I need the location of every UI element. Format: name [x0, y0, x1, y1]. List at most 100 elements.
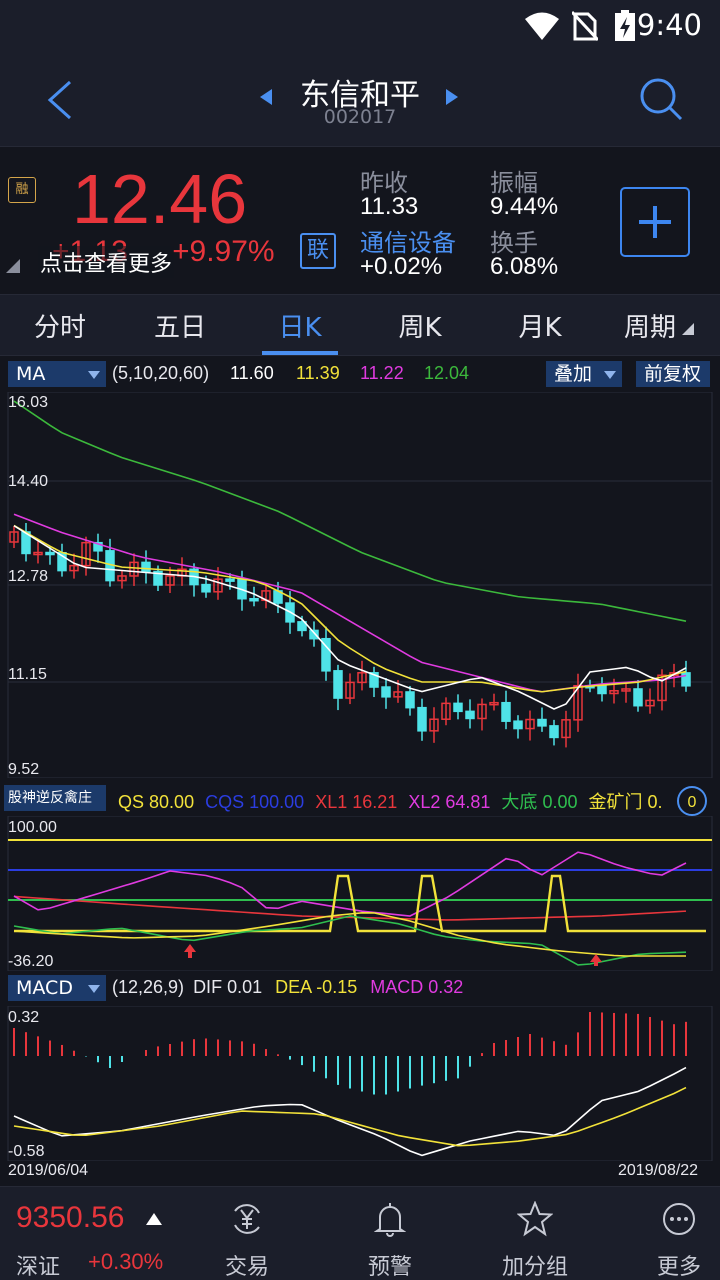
- price-axis-2: 14.40: [8, 473, 48, 490]
- candle-body: [681, 672, 691, 687]
- price-axis-top: 16.03: [8, 394, 48, 411]
- dea-line: [13, 1086, 687, 1147]
- chevron-down-icon: [88, 985, 100, 993]
- turnover-label: 换手: [490, 229, 538, 257]
- macd-axis-bottom: -0.58: [8, 1143, 45, 1160]
- tab-daily-k[interactable]: 日K: [278, 313, 322, 343]
- prev-close-value: 11.33: [360, 193, 419, 220]
- xl1-value: 16.21: [352, 792, 398, 812]
- candle-body: [609, 689, 619, 695]
- overlay-select[interactable]: 叠加: [546, 361, 622, 387]
- price-axis-4: 11.15: [8, 666, 47, 683]
- indicator-chart[interactable]: 100.00 -36.20: [0, 816, 720, 971]
- candle-body: [453, 702, 463, 713]
- dadi-label: 大底: [501, 792, 538, 812]
- indicator-select[interactable]: 股神逆反禽庄: [4, 785, 106, 811]
- stock-name: 东信和平: [300, 78, 420, 113]
- app-header: 东信和平 002017: [0, 54, 720, 146]
- no-sim-icon: [572, 10, 598, 42]
- kline-chart[interactable]: 16.03 14.40 12.78 11.15 9.52: [0, 392, 720, 778]
- candle-body: [309, 629, 319, 640]
- candle-body: [417, 706, 427, 732]
- macd-chart[interactable]: 0.32 -0.58: [0, 1006, 720, 1161]
- add-watchlist-button[interactable]: [620, 187, 690, 257]
- back-icon[interactable]: [46, 80, 74, 120]
- ma10-value: 11.39: [296, 363, 340, 383]
- tab-monthly-k[interactable]: 月K: [518, 313, 562, 343]
- buy-arrow-icon: [590, 954, 602, 966]
- macd-value: 0.32: [428, 977, 464, 997]
- price-axis-bottom: 9.52: [8, 761, 39, 778]
- macd-select[interactable]: MACD: [8, 975, 106, 1001]
- overlay-label: 叠加: [554, 363, 593, 385]
- index-widget[interactable]: 9350.56 深证 +0.30%: [0, 1187, 200, 1280]
- candle-body: [597, 685, 607, 695]
- search-icon[interactable]: [638, 76, 684, 122]
- ma20-value: 11.22: [360, 363, 404, 383]
- prev-stock-icon[interactable]: [258, 87, 274, 107]
- ma-select[interactable]: MA: [8, 361, 106, 387]
- candle-body: [381, 686, 391, 698]
- quote-panel[interactable]: 融 12.46 +1.13 +9.97% 点击查看更多 联 昨收 11.33 通…: [0, 146, 720, 294]
- candle-body: [513, 720, 523, 730]
- date-start: 2019/06/04: [8, 1162, 89, 1179]
- candle-body: [465, 710, 475, 720]
- indicator-help-icon[interactable]: 0: [676, 785, 708, 817]
- xl1-label: XL1: [315, 792, 348, 812]
- next-stock-icon[interactable]: [444, 87, 460, 107]
- amplitude-value: 9.44%: [490, 193, 559, 220]
- candle-body: [345, 681, 355, 699]
- candle-body: [153, 570, 163, 586]
- jkm-value: 0.: [647, 792, 663, 812]
- dadi-line: [13, 915, 687, 966]
- related-badge[interactable]: 联: [300, 233, 336, 269]
- chart-area[interactable]: MA (5,10,20,60) 11.60 11.39 11.22 12.04 …: [0, 356, 720, 1186]
- cqs-label: CQS: [205, 792, 245, 812]
- indicator-axis-bottom: -36.20: [8, 953, 53, 970]
- indicator-axis-top: 100.00: [8, 819, 57, 836]
- candle-body: [489, 701, 499, 706]
- dea-value: -0.15: [316, 977, 358, 997]
- active-tab-indicator: [262, 351, 338, 355]
- candle-body: [549, 725, 559, 739]
- tab-period[interactable]: 周期: [623, 313, 676, 343]
- tab-weekly-k[interactable]: 周K: [398, 313, 442, 343]
- candle-body: [573, 684, 583, 721]
- buy-arrow-icon: [184, 944, 196, 958]
- candle-body: [249, 597, 259, 602]
- yuan-exchange-icon: [234, 1204, 260, 1234]
- tab-five-day[interactable]: 五日: [153, 313, 206, 343]
- tab-intraday[interactable]: 分时: [33, 313, 86, 343]
- prev-close-label: 昨收: [360, 169, 408, 197]
- candle-body: [333, 670, 343, 699]
- candle-body: [441, 702, 451, 720]
- macd-label: MACD: [370, 977, 424, 997]
- nav-add-group-label: 加分组: [501, 1255, 568, 1280]
- qs-label: QS: [118, 792, 145, 812]
- candle-body: [297, 621, 307, 632]
- adjust-button[interactable]: 前复权: [636, 361, 710, 387]
- more-info-hint[interactable]: 点击查看更多: [38, 246, 175, 278]
- macd-params: (12,26,9): [112, 977, 185, 997]
- up-arrow-icon: [146, 1213, 162, 1225]
- wifi-icon: [525, 12, 559, 40]
- bell-icon: [374, 1203, 406, 1237]
- candle-body: [33, 551, 43, 556]
- battery-charging-icon: [615, 10, 635, 41]
- candle-body: [621, 688, 631, 692]
- dadi-value: 0.00: [542, 792, 578, 812]
- candle-body: [69, 564, 79, 572]
- clock: 9:40: [636, 8, 702, 42]
- candle-body: [369, 672, 379, 688]
- index-name: 深证: [16, 1255, 61, 1280]
- stock-code: 002017: [323, 106, 397, 128]
- candle-body: [129, 561, 139, 577]
- turnover-value: 6.08%: [490, 253, 559, 280]
- candle-body: [93, 541, 103, 552]
- industry-link[interactable]: 通信设备: [360, 229, 456, 257]
- ma-params: (5,10,20,60): [112, 363, 210, 383]
- candle-body: [225, 578, 235, 582]
- candle-body: [201, 583, 211, 593]
- candle-body: [657, 674, 667, 702]
- candle-body: [405, 691, 415, 709]
